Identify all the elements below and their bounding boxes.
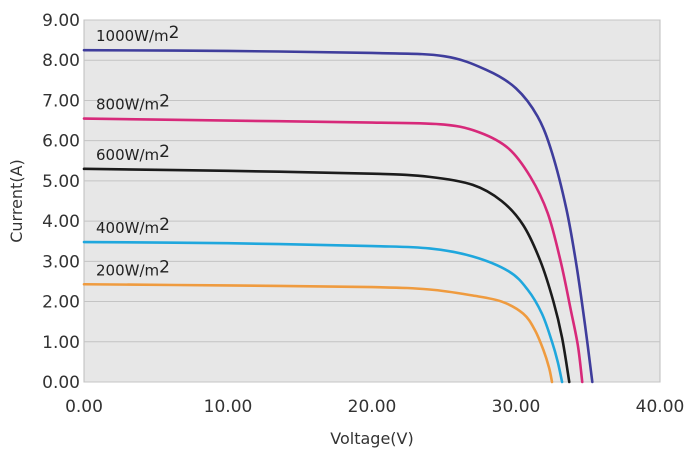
y-tick-label: 1.00 — [42, 333, 80, 353]
x-axis-title: Voltage(V) — [330, 429, 413, 448]
series-labels: 1000W/m2 800W/m2 600W/m2 400W/m2 200W/m2 — [96, 23, 180, 279]
y-tick-label: 7.00 — [42, 91, 80, 111]
series-group — [82, 48, 594, 384]
series-line-800w-m2 — [82, 117, 584, 384]
x-tick-label: 10.00 — [204, 397, 253, 417]
y-tick-label: 4.00 — [42, 212, 80, 232]
series-line-1000w-m2 — [82, 48, 594, 384]
series-label-600w-m2: 600W/m2 — [96, 142, 170, 164]
x-tick-labels: 0.00 10.00 20.00 30.00 40.00 — [65, 397, 684, 417]
series-label-200w-m2: 200W/m2 — [96, 257, 170, 279]
series-label-800w-m2: 800W/m2 — [96, 92, 170, 114]
y-tick-label: 0.00 — [42, 373, 80, 393]
y-tick-label: 6.00 — [42, 132, 80, 152]
series-line-400w-m2 — [82, 240, 564, 384]
y-axis-title: Current(A) — [7, 159, 26, 243]
series-line-600w-m2 — [82, 167, 571, 384]
x-tick-label: 0.00 — [65, 397, 103, 417]
series-line-200w-m2 — [82, 282, 554, 384]
x-tick-label: 20.00 — [348, 397, 397, 417]
grid — [84, 19, 660, 383]
y-tick-labels: 0.00 1.00 2.00 3.00 4.00 5.00 6.00 7.00 8.00 9.00 — [42, 11, 80, 393]
y-tick-label: 3.00 — [42, 252, 80, 272]
series-label-1000w-m2: 1000W/m2 — [96, 23, 180, 45]
x-tick-label: 30.00 — [492, 397, 541, 417]
y-tick-label: 8.00 — [42, 51, 80, 71]
y-tick-label: 5.00 — [42, 172, 80, 192]
y-tick-label: 9.00 — [42, 11, 80, 31]
x-tick-label: 40.00 — [636, 397, 685, 417]
y-tick-label: 2.00 — [42, 293, 80, 313]
series-label-400w-m2: 400W/m2 — [96, 215, 170, 237]
